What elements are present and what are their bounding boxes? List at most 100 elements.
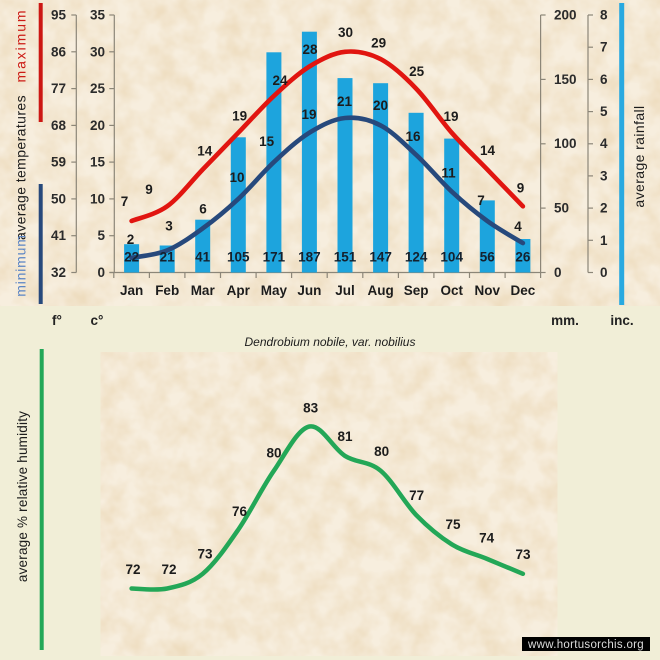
- svg-text:6: 6: [600, 72, 608, 87]
- svg-text:50: 50: [51, 191, 66, 206]
- svg-text:Nov: Nov: [475, 283, 501, 298]
- svg-text:26: 26: [515, 250, 531, 265]
- svg-text:32: 32: [51, 265, 66, 280]
- svg-text:7: 7: [600, 40, 608, 55]
- svg-text:4: 4: [514, 219, 522, 234]
- svg-text:0: 0: [97, 265, 105, 280]
- svg-text:124: 124: [405, 250, 428, 265]
- svg-text:Dec: Dec: [511, 283, 536, 298]
- svg-text:150: 150: [554, 72, 577, 87]
- svg-text:151: 151: [334, 250, 357, 265]
- svg-text:11: 11: [441, 166, 456, 181]
- svg-text:30: 30: [338, 25, 353, 40]
- svg-text:10: 10: [229, 170, 244, 185]
- svg-text:0: 0: [600, 265, 608, 280]
- svg-text:50: 50: [554, 201, 569, 216]
- svg-text:20: 20: [90, 118, 105, 133]
- svg-text:56: 56: [480, 250, 496, 265]
- svg-text:7: 7: [121, 194, 129, 209]
- svg-text:68: 68: [51, 118, 67, 133]
- svg-text:minimum: minimum: [13, 234, 29, 296]
- svg-text:2: 2: [600, 201, 608, 216]
- svg-text:15: 15: [90, 155, 106, 170]
- svg-text:1: 1: [600, 233, 608, 248]
- svg-text:21: 21: [337, 94, 353, 109]
- svg-text:maximum: maximum: [13, 9, 29, 83]
- svg-text:80: 80: [266, 446, 281, 461]
- svg-text:Apr: Apr: [227, 283, 251, 298]
- svg-text:Sep: Sep: [404, 283, 429, 298]
- svg-text:14: 14: [480, 143, 496, 158]
- svg-text:72: 72: [161, 562, 176, 577]
- svg-text:25: 25: [90, 81, 106, 96]
- svg-text:average % relative humidity: average % relative humidity: [15, 411, 30, 582]
- svg-text:8: 8: [600, 8, 608, 23]
- svg-text:3: 3: [165, 219, 173, 234]
- svg-text:22: 22: [124, 250, 139, 265]
- svg-text:30: 30: [90, 44, 105, 59]
- svg-text:74: 74: [479, 531, 495, 546]
- svg-text:100: 100: [554, 136, 577, 151]
- svg-text:86: 86: [51, 44, 67, 59]
- svg-text:187: 187: [298, 250, 321, 265]
- svg-text:28: 28: [302, 42, 318, 57]
- svg-text:5: 5: [600, 104, 608, 119]
- svg-text:77: 77: [409, 488, 424, 503]
- svg-text:105: 105: [227, 250, 250, 265]
- svg-text:147: 147: [369, 250, 392, 265]
- svg-text:average temperatures: average temperatures: [13, 95, 29, 240]
- svg-text:25: 25: [409, 64, 425, 79]
- svg-text:77: 77: [51, 81, 66, 96]
- svg-text:20: 20: [373, 98, 388, 113]
- svg-text:19: 19: [443, 109, 458, 124]
- svg-text:6: 6: [199, 202, 207, 217]
- svg-text:Dendrobium nobile, var. nobili: Dendrobium nobile, var. nobilius: [245, 335, 416, 349]
- svg-text:83: 83: [303, 401, 319, 416]
- svg-text:2: 2: [127, 232, 135, 247]
- svg-text:9: 9: [517, 181, 525, 196]
- svg-text:mm.: mm.: [551, 313, 579, 328]
- svg-text:10: 10: [90, 191, 105, 206]
- svg-text:29: 29: [371, 36, 386, 51]
- svg-text:Jan: Jan: [120, 283, 143, 298]
- svg-text:80: 80: [374, 444, 389, 459]
- svg-text:35: 35: [90, 8, 106, 23]
- svg-text:81: 81: [337, 429, 353, 444]
- svg-text:16: 16: [405, 129, 421, 144]
- svg-text:Mar: Mar: [191, 283, 216, 298]
- svg-text:14: 14: [197, 144, 213, 159]
- svg-text:73: 73: [515, 547, 531, 562]
- svg-text:72: 72: [125, 562, 140, 577]
- svg-text:15: 15: [259, 134, 275, 149]
- svg-text:May: May: [261, 283, 288, 298]
- svg-text:3: 3: [600, 168, 608, 183]
- svg-text:f°: f°: [52, 313, 62, 328]
- svg-text:75: 75: [445, 517, 461, 532]
- svg-text:171: 171: [263, 250, 286, 265]
- svg-text:Jun: Jun: [297, 283, 321, 298]
- svg-text:59: 59: [51, 155, 66, 170]
- svg-text:Feb: Feb: [155, 283, 179, 298]
- svg-text:9: 9: [145, 182, 153, 197]
- svg-text:19: 19: [301, 107, 316, 122]
- svg-text:7: 7: [477, 193, 485, 208]
- svg-text:c°: c°: [91, 313, 104, 328]
- svg-text:21: 21: [160, 250, 176, 265]
- svg-text:Jul: Jul: [335, 283, 355, 298]
- svg-text:Oct: Oct: [440, 283, 463, 298]
- svg-text:Aug: Aug: [367, 283, 393, 298]
- svg-text:average rainfall: average rainfall: [631, 105, 647, 207]
- svg-text:www.hortusorchis.org: www.hortusorchis.org: [527, 639, 644, 651]
- svg-text:95: 95: [51, 8, 67, 23]
- svg-text:19: 19: [232, 109, 247, 124]
- svg-text:24: 24: [272, 73, 288, 88]
- svg-text:76: 76: [232, 504, 248, 519]
- svg-text:0: 0: [554, 265, 562, 280]
- svg-text:200: 200: [554, 8, 577, 23]
- svg-text:inc.: inc.: [610, 313, 633, 328]
- svg-text:41: 41: [51, 228, 67, 243]
- svg-text:5: 5: [97, 228, 105, 243]
- svg-text:41: 41: [195, 250, 211, 265]
- svg-text:4: 4: [600, 136, 608, 151]
- svg-text:104: 104: [440, 250, 463, 265]
